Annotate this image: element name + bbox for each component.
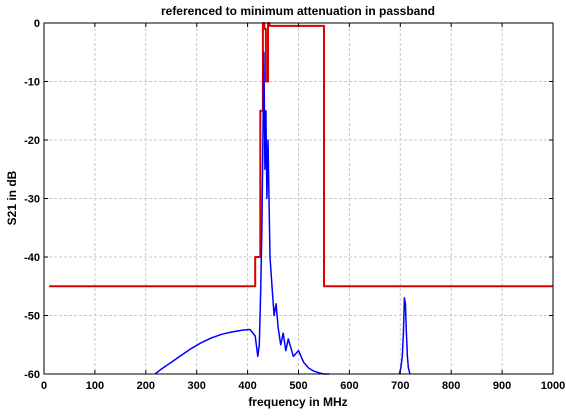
x-tick-label: 900 (493, 380, 511, 392)
x-axis-label: frequency in MHz (248, 395, 347, 409)
y-tick-label: -50 (24, 311, 40, 323)
chart-title: referenced to minimum attenuation in pas… (161, 4, 435, 18)
x-tick-label: 100 (86, 380, 104, 392)
x-tick-label: 400 (238, 380, 256, 392)
x-tick-label: 500 (289, 380, 307, 392)
response-peak-2-series-line (398, 297, 411, 375)
y-tick-label: -10 (24, 77, 40, 89)
response-series-line (154, 51, 329, 375)
x-tick-label: 200 (137, 380, 155, 392)
mask-series-line (49, 22, 553, 288)
y-tick-label: 0 (34, 18, 40, 30)
x-tick-label: 300 (188, 380, 206, 392)
x-tick-label: 700 (391, 380, 409, 392)
x-tick-label: 0 (41, 380, 47, 392)
y-tick-label: -60 (24, 369, 40, 381)
x-tick-label: 800 (442, 380, 460, 392)
x-tick-label: 600 (340, 380, 358, 392)
y-tick-label: -20 (24, 135, 40, 147)
grid-layer (44, 23, 553, 374)
y-tick-label: -40 (24, 252, 40, 264)
y-tick-label: -30 (24, 194, 40, 206)
x-tick-label: 1000 (541, 380, 565, 392)
series-layer (49, 22, 553, 375)
y-axis-label: S21 in dB (5, 170, 19, 225)
tick-layer: 0 100 200 300 400 500 600 700 800 900 1000 0 -10 -20 -… (24, 18, 565, 392)
